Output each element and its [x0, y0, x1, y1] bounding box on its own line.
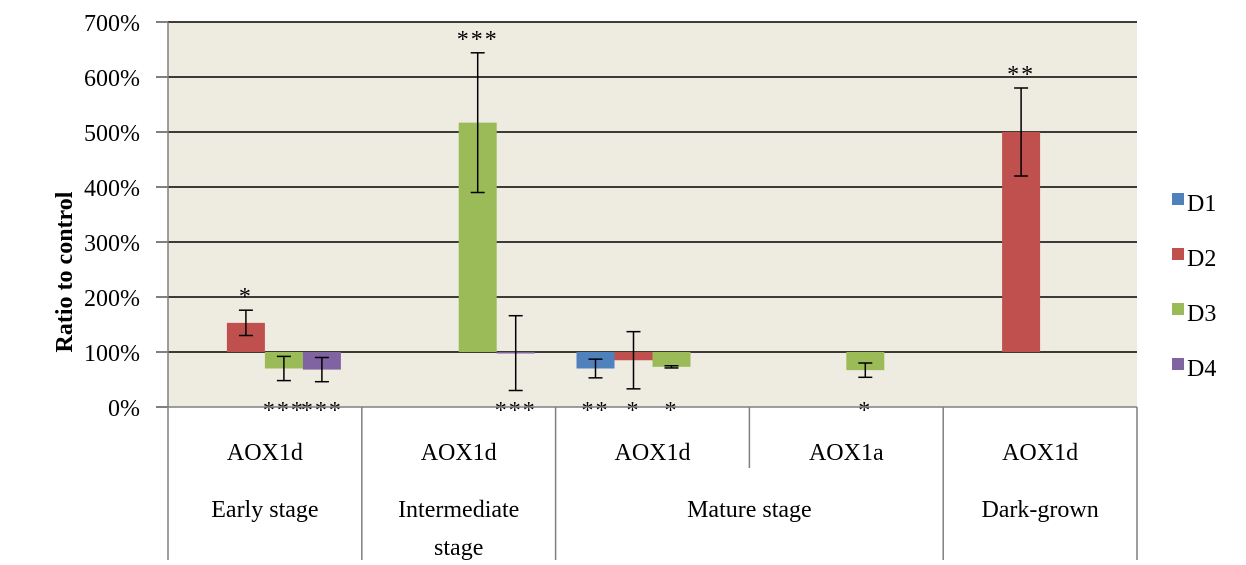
y-tick-label: 100%	[84, 341, 140, 367]
group-label: Intermediate stage	[398, 497, 519, 560]
group-label: Dark-grown	[981, 497, 1098, 523]
legend-label-d2: D2	[1187, 246, 1216, 272]
significance-label: ***	[301, 398, 343, 424]
bar-d3	[652, 352, 691, 367]
significance-label: *	[665, 398, 679, 424]
significance-label: *	[858, 398, 872, 424]
gridlines	[168, 21, 1137, 353]
group-label: Mature stage	[687, 497, 812, 523]
axes: 0% 100% 200% 300% 400% 500% 600% 700%	[84, 11, 169, 422]
legend: D1 D2 D3 D4	[1172, 191, 1216, 382]
significance-labels: ************* **** ***	[239, 27, 1035, 424]
error-bars	[238, 52, 1029, 392]
category-label: AOX1a	[809, 440, 884, 466]
y-tick-label: 500%	[84, 121, 140, 147]
significance-label: *	[239, 284, 253, 310]
y-tick-label: 0%	[108, 396, 140, 422]
legend-label-d3: D3	[1187, 301, 1216, 327]
legend-swatch-d2	[1172, 248, 1184, 260]
category-label: AOX1d	[1002, 440, 1078, 466]
legend-swatch-d4	[1172, 358, 1184, 370]
category-axis: AOX1d AOX1d AOX1d AOX1a AOX1d Early stage Inte…	[167, 406, 1138, 561]
category-label: AOX1d	[615, 440, 691, 466]
significance-label: *	[627, 398, 641, 424]
significance-label: **	[582, 398, 610, 424]
category-label: AOX1d	[421, 440, 497, 466]
legend-label-d4: D4	[1187, 356, 1216, 382]
legend-label-d1: D1	[1187, 191, 1216, 217]
significance-label: ***	[457, 27, 499, 53]
plot-area	[168, 22, 1137, 407]
bars	[226, 122, 1041, 371]
y-tick-label: 700%	[84, 11, 140, 37]
y-tick-label: 300%	[84, 231, 140, 257]
y-tick-label: 600%	[84, 66, 140, 92]
y-tick-label: 400%	[84, 176, 140, 202]
category-label: AOX1d	[227, 440, 303, 466]
significance-label: ***	[263, 398, 305, 424]
y-axis-title: Ratio to control	[52, 191, 78, 352]
bar-d3	[846, 352, 885, 371]
legend-swatch-d1	[1172, 193, 1184, 205]
significance-label: ***	[495, 398, 537, 424]
significance-label: **	[1007, 62, 1035, 88]
legend-swatch-d3	[1172, 303, 1184, 315]
y-tick-label: 200%	[84, 286, 140, 312]
group-label: Early stage	[211, 497, 318, 523]
